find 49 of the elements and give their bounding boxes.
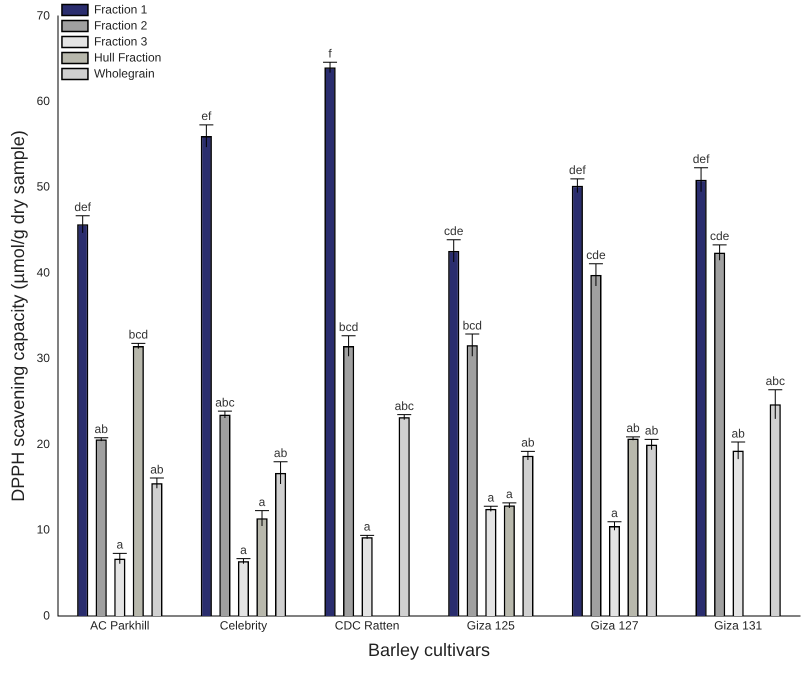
y-tick-label: 30	[36, 351, 50, 366]
data-label: def	[74, 200, 92, 214]
x-tick-label: Giza 125	[466, 618, 516, 633]
y-tick-label: 0	[43, 608, 50, 622]
y-tick-label: 50	[36, 180, 50, 194]
data-label: bcd	[128, 328, 148, 342]
data-label: abc	[766, 374, 785, 388]
data-label: ab	[521, 436, 535, 450]
data-label: def	[569, 163, 586, 178]
data-label: cde	[586, 248, 606, 262]
data-label: a	[611, 506, 618, 520]
data-label: abc	[215, 395, 235, 410]
x-tick-label: Giza 127	[590, 618, 639, 633]
y-tick-label: 10	[36, 522, 50, 537]
data-label: cde	[710, 229, 730, 244]
data-label: a	[506, 487, 514, 502]
data-label: abc	[394, 398, 414, 413]
data-label: cde	[444, 224, 464, 238]
legend-label: Hull Fraction	[94, 50, 162, 64]
y-tick-label: 70	[36, 8, 50, 22]
data-label: bcd	[462, 318, 482, 332]
data-label: a	[258, 494, 266, 509]
x-tick-label: AC Parkhill	[90, 618, 150, 633]
data-label: a	[364, 520, 371, 534]
y-tick-label: 40	[36, 265, 50, 280]
data-label: a	[487, 490, 494, 505]
x-tick-label: Giza 131	[714, 618, 762, 633]
legend-label: Fraction 2	[94, 18, 148, 32]
data-label: ab	[731, 426, 746, 440]
data-label: ab	[626, 421, 640, 436]
legend-label: Wholegrain	[94, 66, 155, 80]
data-label: a	[116, 538, 124, 552]
data-label: ab	[94, 422, 108, 436]
data-label: ab	[644, 424, 659, 438]
data-label: a	[240, 542, 248, 557]
x-tick-label: Celebrity	[220, 618, 268, 633]
legend-label: Fraction 3	[94, 34, 148, 48]
y-tick-label: 20	[36, 436, 50, 451]
data-label: ab	[274, 446, 288, 460]
data-label: ab	[150, 462, 164, 476]
data-label: def	[692, 152, 710, 166]
data-label: bcd	[338, 320, 358, 334]
x-tick-label: CDC Ratten	[334, 618, 400, 633]
data-label: ef	[201, 109, 212, 124]
legend-label: Fraction 1	[94, 2, 148, 16]
y-tick-label: 60	[36, 94, 50, 108]
x-axis-title: Barley cultivars	[368, 640, 490, 660]
data-label: f	[328, 46, 332, 61]
y-axis-title: DPPH scavening capacity (µmol/g dry sample)	[8, 130, 28, 502]
